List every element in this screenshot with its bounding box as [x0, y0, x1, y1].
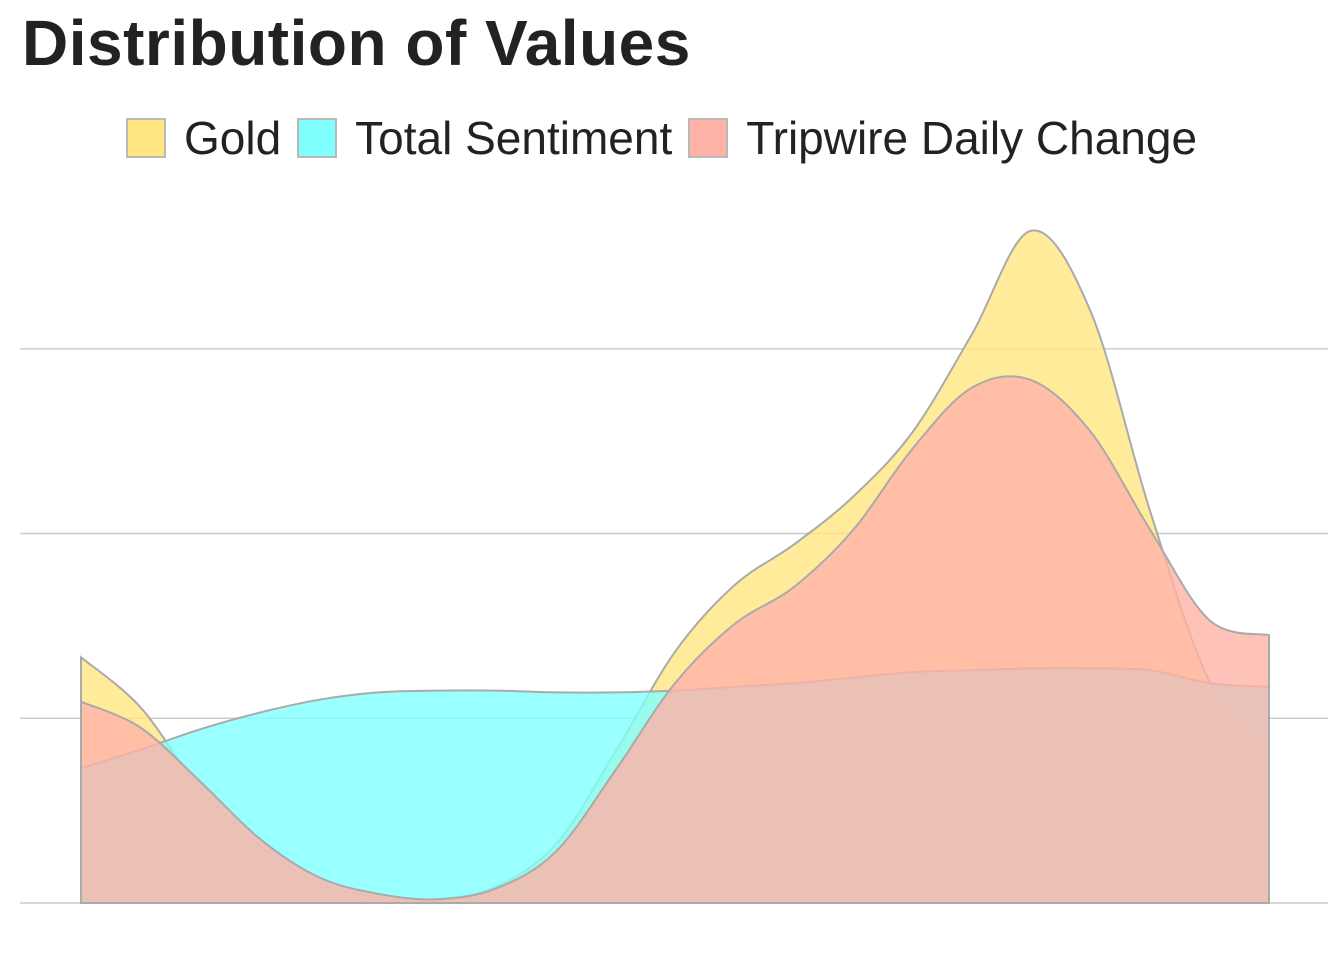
legend-label-tripwire-daily-change: Tripwire Daily Change: [746, 112, 1198, 164]
legend-swatch-tripwire-daily-change: [688, 118, 729, 158]
legend-label-total-sentiment: Total Sentiment: [355, 112, 673, 164]
chart-title: Distribution of Values: [22, 7, 691, 79]
area-tripwire-daily-change: [80, 375, 1270, 904]
legend-swatch-total-sentiment: [297, 118, 338, 158]
density-areas: [80, 229, 1270, 904]
legend-swatch-gold: [126, 118, 166, 158]
legend-item-tripwire-daily-change: Tripwire Daily Change: [688, 111, 1197, 165]
legend-item-total-sentiment: Total Sentiment: [297, 111, 672, 165]
legend: Gold Total Sentiment Tripwire Daily Chan…: [126, 112, 1213, 164]
legend-label-gold: Gold: [184, 112, 282, 164]
legend-item-gold: Gold: [126, 111, 281, 165]
